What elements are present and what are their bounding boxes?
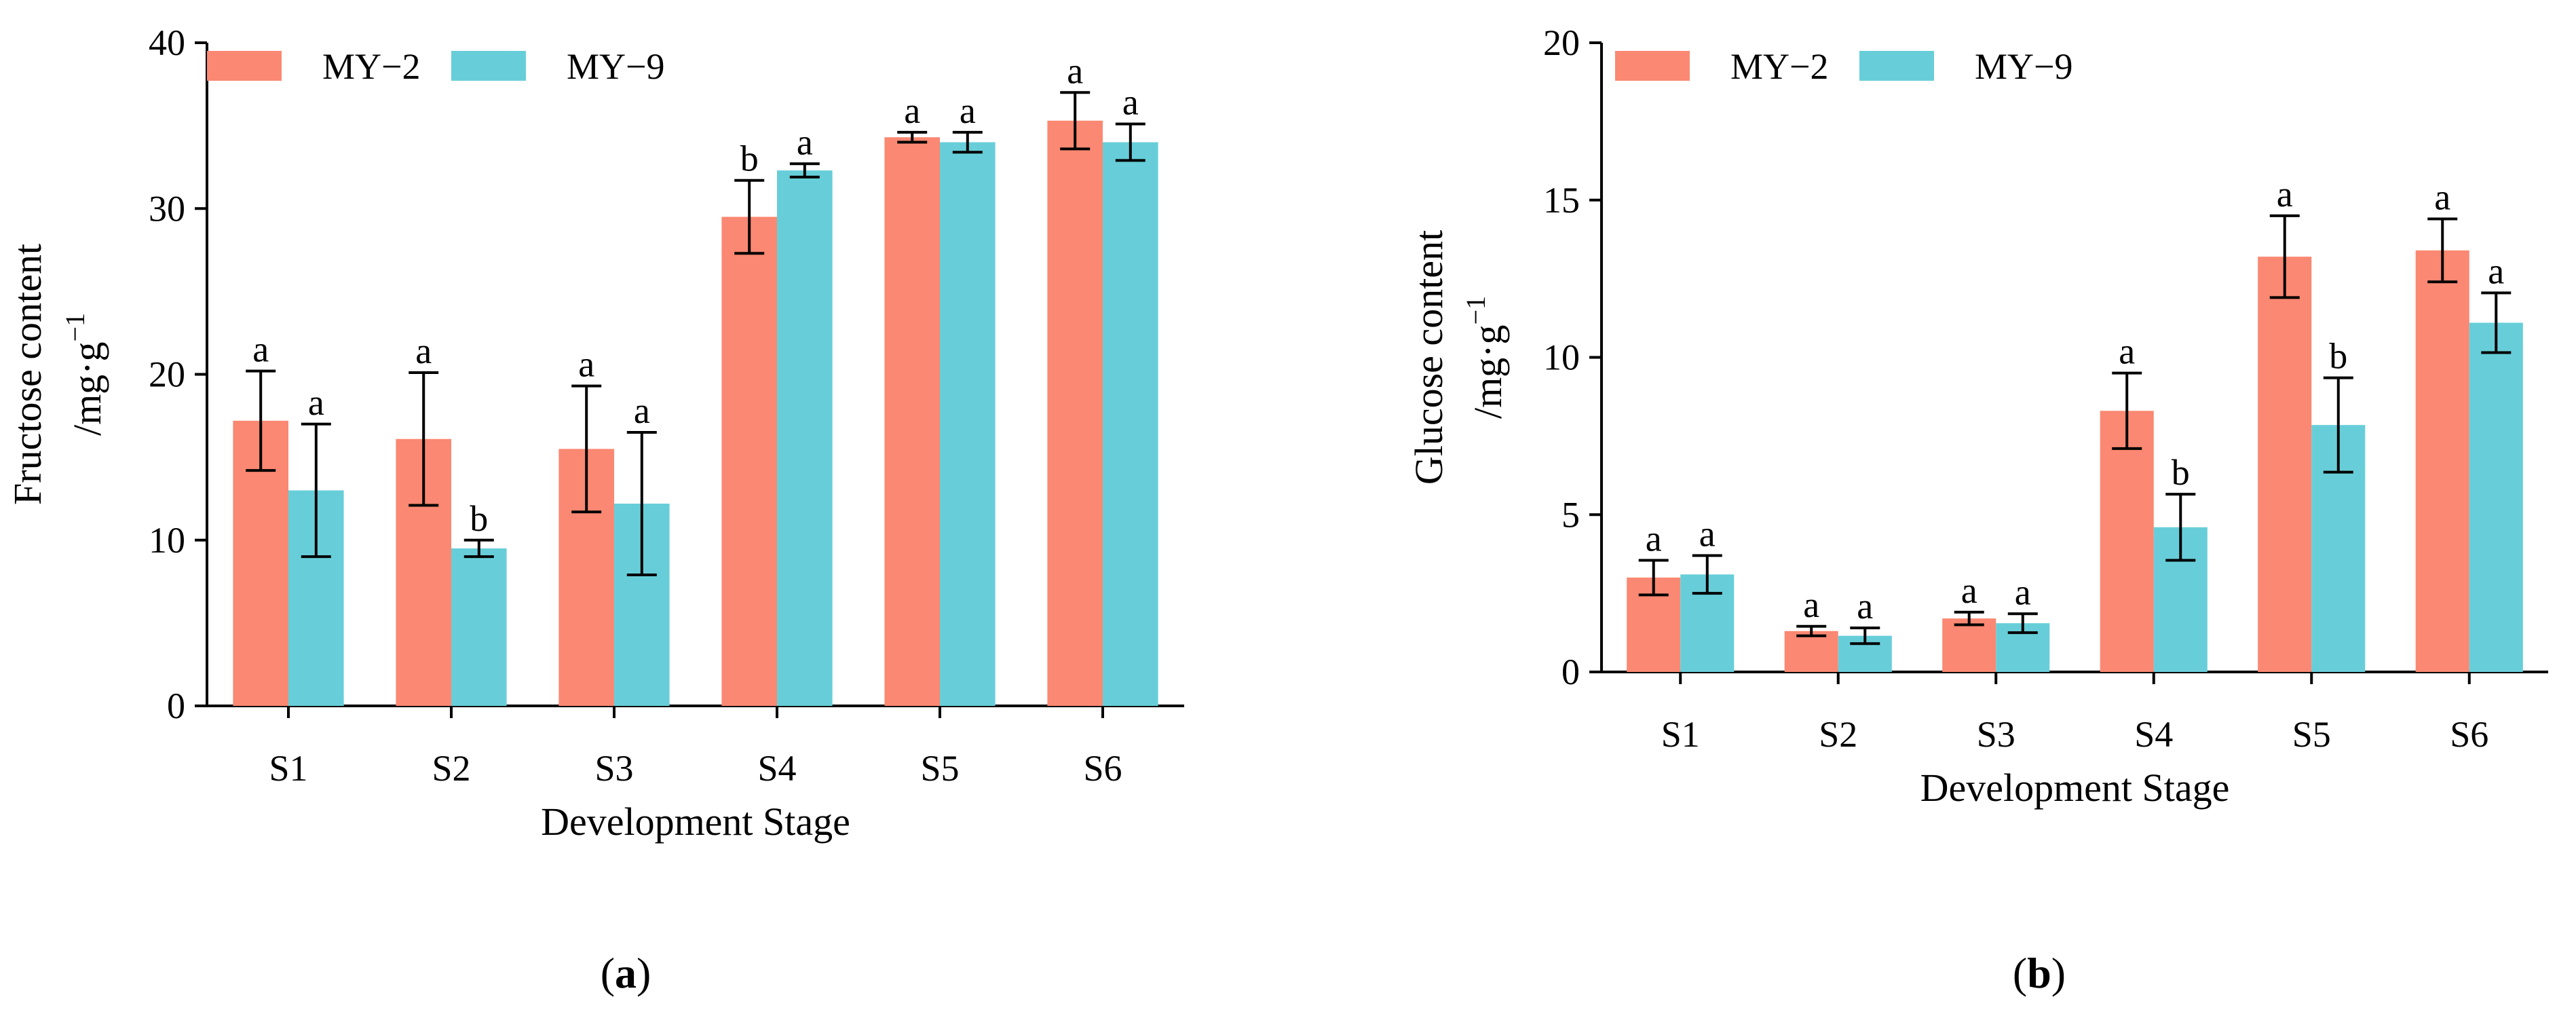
legend-swatch-my-2 [1615,51,1690,81]
x-axis-title: Development Stage [541,800,850,844]
significance-label: a [578,344,594,385]
y-axis-unit-superscript: −1 [1460,296,1491,325]
legend-label-my-2: MY−2 [1730,46,1828,87]
significance-label: b [2172,452,2190,493]
significance-label: a [252,329,269,370]
significance-label: a [2015,571,2031,612]
bar-my-9-s6 [2469,322,2523,672]
legend-swatch-my-9 [451,51,526,81]
y-axis-unit-main: /mg·g [1466,325,1510,419]
y-tick-label: 40 [149,22,185,63]
y-axis-unit: /mg·g−1 [60,313,109,436]
significance-label: a [634,390,650,431]
y-axis-title: Fructose content [5,244,50,505]
panel-label: (a) [601,949,651,997]
x-tick-label-s6: S6 [2450,714,2488,755]
x-tick-label-s1: S1 [269,748,307,789]
panel-label-open: ( [601,949,615,997]
legend-label-my-9: MY−9 [1975,46,2072,87]
bar-my-2-s5 [2258,257,2312,672]
y-tick-label: 0 [167,686,185,726]
significance-label: a [1961,570,1977,611]
significance-label: a [308,382,324,423]
significance-label: a [2488,250,2504,291]
legend-swatch-my-9 [1859,51,1934,81]
y-axis-title: Glucose content [1407,230,1451,485]
panel-label-close: ) [2051,949,2066,997]
significance-label: a [1122,82,1139,123]
x-tick-label-s4: S4 [2134,714,2173,755]
legend-label-my-2: MY−2 [322,46,420,87]
x-tick-label-s1: S1 [1661,714,1700,755]
significance-label: a [2119,331,2135,372]
x-tick-label-s2: S2 [432,748,470,789]
significance-label: b [740,138,759,179]
bar-my-2-s2 [1784,631,1838,672]
y-tick-label: 5 [1561,494,1580,535]
significance-label: b [470,498,488,539]
significance-label: a [797,121,813,162]
panel-label-open: ( [2013,949,2027,997]
bar-my-9-s6 [1103,142,1158,707]
x-tick-label-s4: S4 [757,748,796,789]
y-tick-label: 20 [149,354,185,395]
bar-my-9-s2 [451,548,507,706]
x-tick-label-s2: S2 [1819,714,1857,755]
y-tick-label: 20 [1543,22,1580,63]
significance-label: a [1857,586,1873,626]
significance-label: a [960,90,976,131]
x-tick-label-s5: S5 [920,748,959,789]
significance-label: a [415,331,432,371]
bar-my-2-s4 [2100,411,2154,672]
y-tick-label: 10 [1543,337,1580,378]
y-tick-label: 30 [149,188,185,229]
significance-label: a [1699,514,1716,555]
significance-label: a [1067,50,1083,91]
y-axis-unit: /mg·g−1 [1460,296,1510,419]
bar-my-9-s4 [777,170,833,706]
panel-label-letter: b [2027,949,2051,997]
x-tick-label-s3: S3 [594,748,633,789]
bar-my-2-s5 [884,137,940,706]
x-tick-label-s3: S3 [1977,714,2015,755]
panel-label: (b) [2013,949,2066,997]
legend-label-my-9: MY−9 [567,46,664,87]
significance-label: b [2329,336,2347,377]
bar-my-2-s3 [1942,618,1996,672]
y-axis-unit-superscript: −1 [60,313,90,342]
bar-my-9-s5 [940,142,996,707]
significance-label: a [1646,518,1662,559]
x-tick-label-s6: S6 [1083,748,1122,789]
y-axis-unit-main: /mg·g [65,342,109,436]
panel-label-close: ) [637,949,651,997]
y-tick-label: 15 [1543,180,1580,221]
bar-my-2-s6 [1047,120,1103,707]
significance-label: a [2277,174,2293,214]
x-axis-title: Development Stage [1920,766,2230,810]
significance-label: a [1803,584,1819,625]
legend-swatch-my-2 [207,51,282,81]
significance-label: a [904,90,920,131]
y-tick-label: 10 [149,520,185,561]
bar-my-2-s4 [721,217,777,706]
x-tick-label-s5: S5 [2292,714,2331,755]
y-tick-label: 0 [1561,652,1580,692]
panel-label-letter: a [615,949,637,997]
significance-label: a [2434,177,2450,218]
bar-my-2-s6 [2415,250,2469,672]
